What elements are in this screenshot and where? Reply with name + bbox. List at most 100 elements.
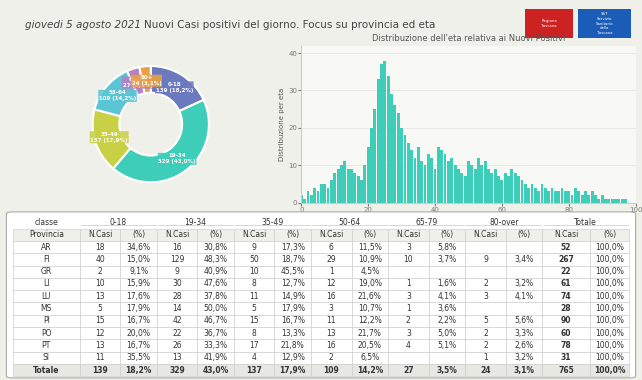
Bar: [427, 154, 429, 203]
Bar: [390, 94, 393, 203]
Bar: [333, 173, 336, 203]
Bar: [367, 147, 370, 203]
Wedge shape: [139, 66, 151, 93]
Bar: [467, 162, 470, 203]
Bar: [454, 165, 456, 203]
Bar: [547, 192, 550, 203]
Bar: [363, 165, 366, 203]
Text: 80-over: 80-over: [489, 218, 519, 227]
Bar: [417, 147, 420, 203]
Text: 0-18: 0-18: [110, 218, 127, 227]
Bar: [541, 184, 543, 203]
Bar: [413, 158, 417, 203]
Bar: [444, 154, 446, 203]
Bar: [303, 199, 306, 203]
Bar: [460, 173, 463, 203]
Bar: [551, 188, 553, 203]
Bar: [377, 79, 379, 203]
Bar: [360, 180, 363, 203]
Text: classe: classe: [35, 218, 58, 227]
Text: 80+
24 (3,1%): 80+ 24 (3,1%): [132, 75, 161, 86]
Bar: [310, 195, 313, 203]
Bar: [464, 176, 467, 203]
Bar: [624, 199, 627, 203]
Bar: [544, 188, 547, 203]
Bar: [433, 169, 437, 203]
Bar: [568, 192, 570, 203]
Text: 19-34: 19-34: [184, 218, 207, 227]
Bar: [524, 184, 526, 203]
Bar: [300, 195, 303, 203]
Title: Distribuzione dell'eta relativa ai Nuovi Positivi: Distribuzione dell'eta relativa ai Nuovi…: [372, 35, 565, 43]
Bar: [327, 188, 329, 203]
Text: giovedi 5 agosto 2021: giovedi 5 agosto 2021: [25, 20, 141, 30]
Text: Regione
Toscana: Regione Toscana: [541, 19, 557, 28]
Bar: [380, 64, 383, 203]
Text: Nuovi Casi positivi del giorno. Focus su provincia ed eta: Nuovi Casi positivi del giorno. Focus su…: [144, 20, 435, 30]
Bar: [507, 176, 510, 203]
Bar: [397, 113, 400, 203]
Bar: [324, 184, 326, 203]
Bar: [347, 169, 349, 203]
Bar: [320, 184, 323, 203]
Bar: [601, 195, 603, 203]
Bar: [336, 169, 340, 203]
Bar: [621, 199, 623, 203]
Bar: [501, 180, 503, 203]
Bar: [307, 192, 309, 203]
Text: 65-79: 65-79: [415, 218, 438, 227]
Bar: [534, 188, 537, 203]
Bar: [510, 169, 514, 203]
Bar: [374, 109, 376, 203]
Text: 65-79
27 (3,5%): 65-79 27 (3,5%): [123, 77, 153, 88]
Bar: [383, 60, 386, 203]
Wedge shape: [151, 66, 204, 111]
Bar: [483, 162, 487, 203]
Bar: [330, 180, 333, 203]
Bar: [437, 147, 440, 203]
Bar: [571, 195, 573, 203]
Bar: [457, 169, 460, 203]
Bar: [480, 165, 483, 203]
Bar: [564, 192, 567, 203]
Bar: [557, 192, 560, 203]
Bar: [614, 199, 617, 203]
Bar: [537, 192, 540, 203]
Bar: [611, 199, 614, 203]
Bar: [313, 188, 316, 203]
Bar: [577, 192, 580, 203]
Bar: [387, 76, 390, 203]
Bar: [430, 158, 433, 203]
Wedge shape: [127, 67, 144, 95]
Bar: [527, 188, 530, 203]
Text: 19-34
329 (43,0%): 19-34 329 (43,0%): [159, 154, 196, 164]
Text: 35-49: 35-49: [261, 218, 284, 227]
Text: SST
Servizio
Sanitario
della
Toscana: SST Servizio Sanitario della Toscana: [596, 13, 613, 35]
Text: 35-49
137 (17,9%): 35-49 137 (17,9%): [91, 132, 128, 142]
Bar: [474, 169, 476, 203]
Bar: [591, 192, 594, 203]
Bar: [357, 176, 360, 203]
Bar: [340, 165, 343, 203]
Bar: [350, 169, 353, 203]
Bar: [490, 173, 493, 203]
Bar: [580, 195, 584, 203]
Bar: [554, 192, 557, 203]
Bar: [514, 173, 517, 203]
Bar: [504, 173, 507, 203]
Bar: [560, 188, 564, 203]
Wedge shape: [113, 100, 209, 182]
Bar: [440, 150, 443, 203]
Bar: [421, 162, 423, 203]
Bar: [525, 9, 573, 38]
Bar: [517, 176, 520, 203]
Y-axis label: Distribuzione per eta: Distribuzione per eta: [279, 87, 286, 161]
Bar: [370, 128, 373, 203]
Bar: [618, 199, 620, 203]
Bar: [578, 9, 631, 38]
Bar: [404, 135, 406, 203]
Bar: [494, 169, 497, 203]
Bar: [410, 150, 413, 203]
Bar: [400, 128, 403, 203]
Bar: [587, 195, 590, 203]
